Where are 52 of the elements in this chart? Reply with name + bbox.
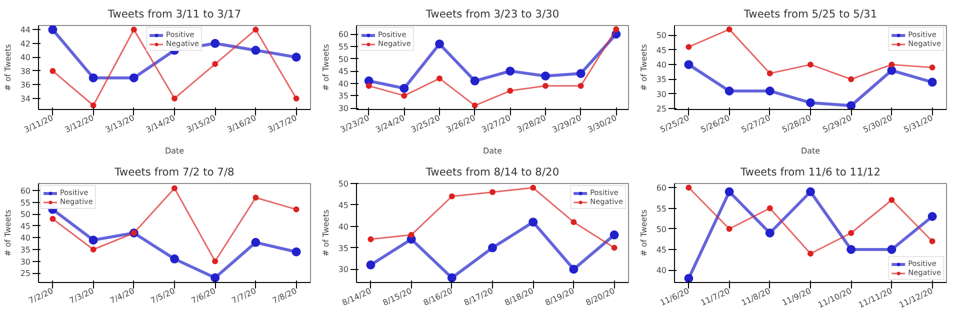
y-tick-label: 45 [338, 200, 349, 210]
y-tick-label: 55 [338, 42, 349, 52]
y-tick-label: 30 [20, 257, 31, 266]
y-tick-label: 40 [338, 79, 349, 88]
chart-title: Tweets from 5/25 to 5/31 [742, 8, 878, 20]
y-tick-label: 36 [20, 80, 31, 90]
y-axis-title: # of Tweets [3, 44, 12, 91]
x-axis-title: Date [800, 146, 820, 156]
y-axis-title: # of Tweets [321, 44, 330, 91]
y-axis-title: # of Tweets [639, 210, 648, 256]
y-axis-title: # of Tweets [639, 44, 648, 91]
y-tick-label: 34 [20, 94, 31, 104]
chart-title: Tweets from 8/14 to 8/20 [424, 166, 560, 178]
y-tick-label: 45 [20, 222, 31, 231]
y-tick-label: 35 [338, 244, 349, 253]
y-tick-label: 55 [656, 204, 667, 214]
y-tick-label: 25 [656, 104, 667, 114]
y-tick-label: 50 [656, 224, 667, 234]
y-axis-title: # of Tweets [3, 210, 12, 256]
y-tick-label: 50 [338, 180, 349, 188]
y-tick-label: 38 [20, 66, 31, 76]
y-tick-label: 50 [656, 31, 667, 40]
y-tick-label: 55 [20, 198, 31, 208]
y-tick-label: 50 [20, 210, 31, 220]
y-tick-label: 45 [656, 246, 667, 254]
y-tick-label: 30 [656, 90, 667, 99]
y-tick-label: 45 [338, 67, 349, 76]
y-tick-label: 35 [20, 246, 31, 254]
y-tick-label: 60 [656, 184, 667, 193]
y-tick-label: 35 [338, 92, 349, 101]
y-tick-label: 30 [338, 104, 349, 114]
y-tick-label: 40 [338, 222, 349, 232]
chart-title: Tweets from 7/2 to 7/8 [114, 166, 235, 178]
y-tick-label: 40 [20, 53, 31, 62]
chart-title: Tweets from 3/23 to 3/30 [424, 8, 560, 20]
x-axis-title: Date [164, 146, 184, 156]
y-tick-label: 44 [20, 26, 31, 35]
y-tick-label: 35 [656, 75, 667, 84]
y-tick-label: 50 [338, 54, 349, 64]
x-axis-title: Date [482, 146, 502, 156]
y-tick-label: 60 [338, 30, 349, 40]
chart-title: Tweets from 11/6 to 11/12 [740, 166, 881, 178]
y-tick-label: 30 [338, 265, 349, 274]
y-tick-label: 45 [656, 46, 667, 55]
chart-title: Tweets from 3/11 to 3/17 [106, 8, 242, 20]
y-tick-label: 40 [656, 266, 667, 276]
y-tick-label: 42 [20, 39, 31, 48]
y-tick-label: 60 [20, 186, 31, 196]
y-axis-title: # of Tweets [321, 210, 330, 256]
y-tick-label: 25 [20, 269, 31, 278]
y-tick-label: 40 [656, 60, 667, 70]
y-tick-label: 40 [20, 234, 31, 243]
